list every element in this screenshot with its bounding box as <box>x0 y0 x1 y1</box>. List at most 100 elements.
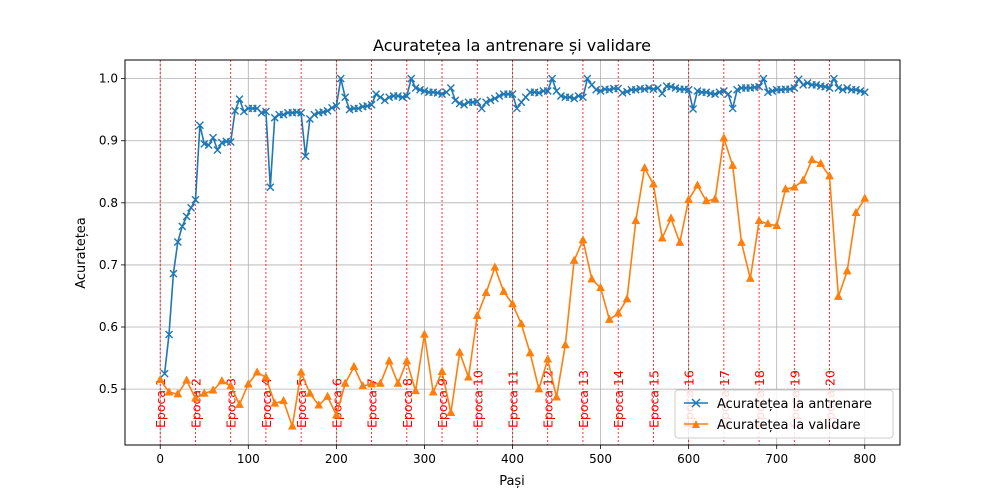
data-point-train <box>354 104 363 113</box>
data-point-validation <box>437 366 447 375</box>
data-point-train <box>477 104 486 113</box>
data-point-train <box>622 87 631 96</box>
epoch-label: Epoca 12 <box>541 370 556 428</box>
data-point-validation <box>367 379 377 388</box>
x-tick-label: 300 <box>413 452 436 466</box>
data-point-train <box>755 82 764 91</box>
series-line-0 <box>163 77 866 374</box>
data-point-validation <box>455 347 465 356</box>
data-point-train <box>204 141 213 150</box>
data-point-train <box>173 237 182 246</box>
data-point-validation <box>622 294 632 303</box>
data-point-validation <box>252 367 262 376</box>
data-point-validation <box>314 400 324 409</box>
data-point-train <box>548 74 557 83</box>
data-point-train <box>825 83 834 92</box>
data-point-validation <box>279 395 288 405</box>
data-point-train <box>226 137 235 146</box>
data-point-validation <box>305 388 315 397</box>
data-point-validation <box>842 266 852 275</box>
data-point-train <box>658 89 667 98</box>
data-point-train <box>759 74 768 83</box>
epoch-label: Epoca 7 <box>365 378 380 428</box>
data-point-validation <box>789 182 799 191</box>
data-point-train <box>182 212 191 221</box>
legend-label-validation: Acuratețea la validare <box>717 418 861 433</box>
data-point-train <box>834 83 843 92</box>
data-point-validation <box>384 356 394 365</box>
series-group <box>155 74 870 430</box>
data-point-validation <box>569 255 579 264</box>
data-point-train <box>728 104 737 113</box>
data-point-train <box>332 101 341 110</box>
data-point-train <box>402 92 411 101</box>
data-point-validation <box>596 282 605 292</box>
epoch-label: Epoca 8 <box>400 378 415 428</box>
data-point-train <box>653 83 662 92</box>
data-point-train <box>407 74 416 83</box>
data-point-train <box>473 97 482 106</box>
data-point-validation <box>411 385 421 395</box>
data-point-train <box>512 104 521 113</box>
legend-label-train: Acuratețea la antrenare <box>717 397 872 412</box>
data-point-validation <box>164 387 174 396</box>
data-point-validation <box>208 385 218 394</box>
data-point-train <box>460 100 469 109</box>
data-point-train <box>733 85 742 94</box>
data-point-validation <box>235 399 244 408</box>
epoch-label: Epoca 6 <box>329 378 344 428</box>
data-point-validation <box>798 175 808 184</box>
data-point-validation <box>781 184 790 193</box>
epoch-label: Epoca 11 <box>506 370 521 428</box>
y-tick-label: 0.5 <box>99 382 118 396</box>
data-point-train <box>160 369 169 378</box>
data-point-train <box>235 95 244 104</box>
x-tick-label: 700 <box>765 452 788 466</box>
data-point-train <box>279 110 288 119</box>
data-point-validation <box>481 287 491 297</box>
data-point-validation <box>340 378 350 387</box>
data-point-validation <box>296 367 306 376</box>
data-point-train <box>596 87 605 96</box>
data-point-train <box>495 92 504 101</box>
data-point-validation <box>666 213 676 222</box>
data-point-validation <box>199 388 209 397</box>
epoch-label: Epoca 2 <box>188 378 203 428</box>
data-point-train <box>376 93 385 102</box>
data-point-validation <box>604 314 614 323</box>
data-point-train <box>719 87 728 96</box>
data-point-train <box>446 83 455 92</box>
data-point-validation <box>464 372 473 381</box>
data-point-validation <box>534 384 544 393</box>
data-point-train <box>336 74 345 83</box>
y-tick-label: 0.8 <box>99 196 118 210</box>
y-tick-label: 0.6 <box>99 320 118 334</box>
data-point-train <box>570 94 579 103</box>
data-point-train <box>843 83 852 92</box>
data-point-train <box>790 83 799 92</box>
data-point-train <box>327 103 336 112</box>
data-point-validation <box>710 194 720 203</box>
data-point-validation <box>349 361 359 371</box>
data-point-train <box>239 107 248 116</box>
data-point-train <box>451 96 460 105</box>
data-point-validation <box>560 339 570 349</box>
data-point-train <box>165 330 174 339</box>
data-point-validation <box>182 375 192 384</box>
data-point-validation <box>217 376 227 385</box>
data-point-validation <box>675 237 685 246</box>
legend-marker-validation <box>692 420 700 428</box>
data-point-train <box>794 75 803 84</box>
data-point-validation <box>587 274 597 283</box>
data-point-train <box>178 222 187 231</box>
data-point-validation <box>657 233 667 242</box>
data-point-train <box>323 106 332 115</box>
data-point-train <box>209 133 218 142</box>
x-tick-label: 200 <box>325 452 348 466</box>
y-tick-label: 0.7 <box>99 258 118 272</box>
data-point-validation <box>508 299 517 308</box>
data-point-validation <box>358 380 368 390</box>
data-point-validation <box>631 215 641 225</box>
epoch-label: Epoca 9 <box>435 378 450 428</box>
